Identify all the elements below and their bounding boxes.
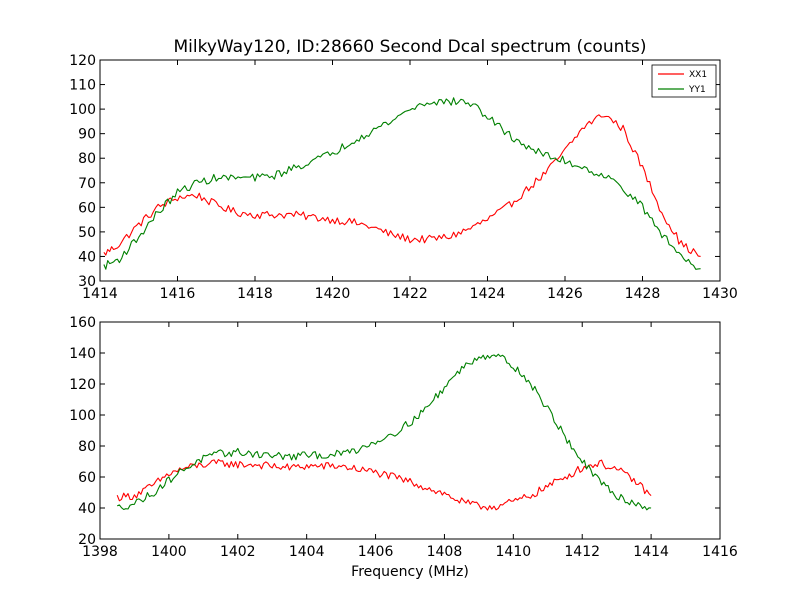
top-series-line-xx1: [103, 114, 701, 257]
bottom-panel-ticks: 1398 1400 1402 1404 1406 1408 1410 1412 1414 1416…: [69, 315, 738, 560]
legend: XX1 YY1: [651, 64, 717, 98]
bottom-x-tick-label: 1404: [289, 544, 325, 560]
top-x-tick-label: 1418: [237, 286, 273, 302]
top-y-tick-label: 80: [78, 151, 96, 167]
bottom-y-tick-label: 80: [78, 439, 96, 455]
bottom-x-tick-label: 1402: [220, 544, 256, 560]
bottom-y-tick-label: 160: [69, 315, 96, 331]
bottom-y-tick-label: 40: [78, 501, 96, 517]
top-x-tick-label: 1424: [470, 286, 506, 302]
top-y-tick-label: 30: [78, 274, 96, 290]
top-x-tick-label: 1426: [547, 286, 583, 302]
bottom-x-tick-label: 1410: [496, 544, 532, 560]
top-y-tick-label: 70: [78, 176, 96, 192]
legend-label-xx1: XX1: [689, 70, 707, 80]
top-y-tick-label: 60: [78, 200, 96, 216]
bottom-x-tick-label: 1398: [82, 544, 118, 560]
bottom-y-tick-label: 140: [69, 346, 96, 362]
top-y-tick-label: 120: [69, 53, 96, 69]
bottom-series-line-xx1: [116, 459, 652, 511]
bottom-x-tick-label: 1406: [358, 544, 394, 560]
top-x-tick-label: 1422: [392, 286, 428, 302]
top-panel: 1414 1416 1418 1420 1422 1424 1426 1428 1430 30 40…: [69, 53, 738, 302]
bottom-x-tick-label: 1400: [151, 544, 187, 560]
chart-title: MilkyWay120, ID:28660 Second Dcal spectr…: [173, 37, 646, 57]
top-series-line-yy1: [103, 97, 701, 270]
top-x-tick-label: 1430: [702, 286, 738, 302]
bottom-y-tick-label: 20: [78, 532, 96, 548]
top-x-tick-label: 1420: [315, 286, 351, 302]
bottom-x-tick-label: 1408: [427, 544, 463, 560]
legend-label-yy1: YY1: [688, 85, 706, 95]
bottom-x-tick-label: 1412: [564, 544, 600, 560]
top-x-tick-label: 1428: [625, 286, 661, 302]
top-y-tick-label: 90: [78, 127, 96, 143]
top-x-tick-label: 1414: [82, 286, 118, 302]
bottom-y-tick-label: 120: [69, 377, 96, 393]
top-y-tick-label: 110: [69, 78, 96, 94]
bottom-y-tick-label: 60: [78, 470, 96, 486]
bottom-panel: 1398 1400 1402 1404 1406 1408 1410 1412 1414 1416…: [69, 315, 738, 560]
top-y-tick-label: 100: [69, 102, 96, 118]
bottom-series-line-yy1: [116, 353, 652, 511]
bottom-x-tick-label: 1416: [702, 544, 738, 560]
top-x-tick-label: 1416: [160, 286, 196, 302]
top-panel-series: [103, 97, 701, 270]
bottom-panel-series: [116, 353, 652, 511]
legend-box: [651, 64, 717, 98]
top-y-tick-label: 50: [78, 225, 96, 241]
x-axis-label: Frequency (MHz): [351, 564, 469, 580]
bottom-x-tick-label: 1414: [633, 544, 669, 560]
top-y-tick-label: 40: [78, 249, 96, 265]
top-panel-ticks: 1414 1416 1418 1420 1422 1424 1426 1428 1430 30 40…: [69, 53, 738, 302]
bottom-y-tick-label: 100: [69, 408, 96, 424]
bottom-panel-frame: [99, 321, 721, 540]
